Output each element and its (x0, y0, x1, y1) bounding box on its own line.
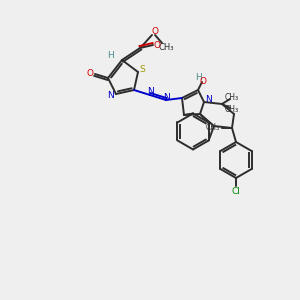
Text: N: N (163, 92, 170, 101)
Text: O: O (152, 28, 158, 37)
Text: O: O (86, 70, 94, 79)
Text: N: N (206, 95, 212, 104)
Text: H: H (195, 73, 201, 82)
Text: N: N (147, 88, 153, 97)
Text: O: O (154, 40, 160, 50)
Text: Cl: Cl (232, 187, 240, 196)
Text: CH₃: CH₃ (206, 124, 220, 133)
Text: CH₃: CH₃ (158, 44, 174, 52)
Text: N: N (108, 92, 114, 100)
Text: CH₃: CH₃ (225, 92, 239, 101)
Text: O: O (200, 76, 206, 85)
Text: H: H (106, 50, 113, 59)
Text: CH₃: CH₃ (225, 104, 239, 113)
Text: S: S (139, 65, 145, 74)
